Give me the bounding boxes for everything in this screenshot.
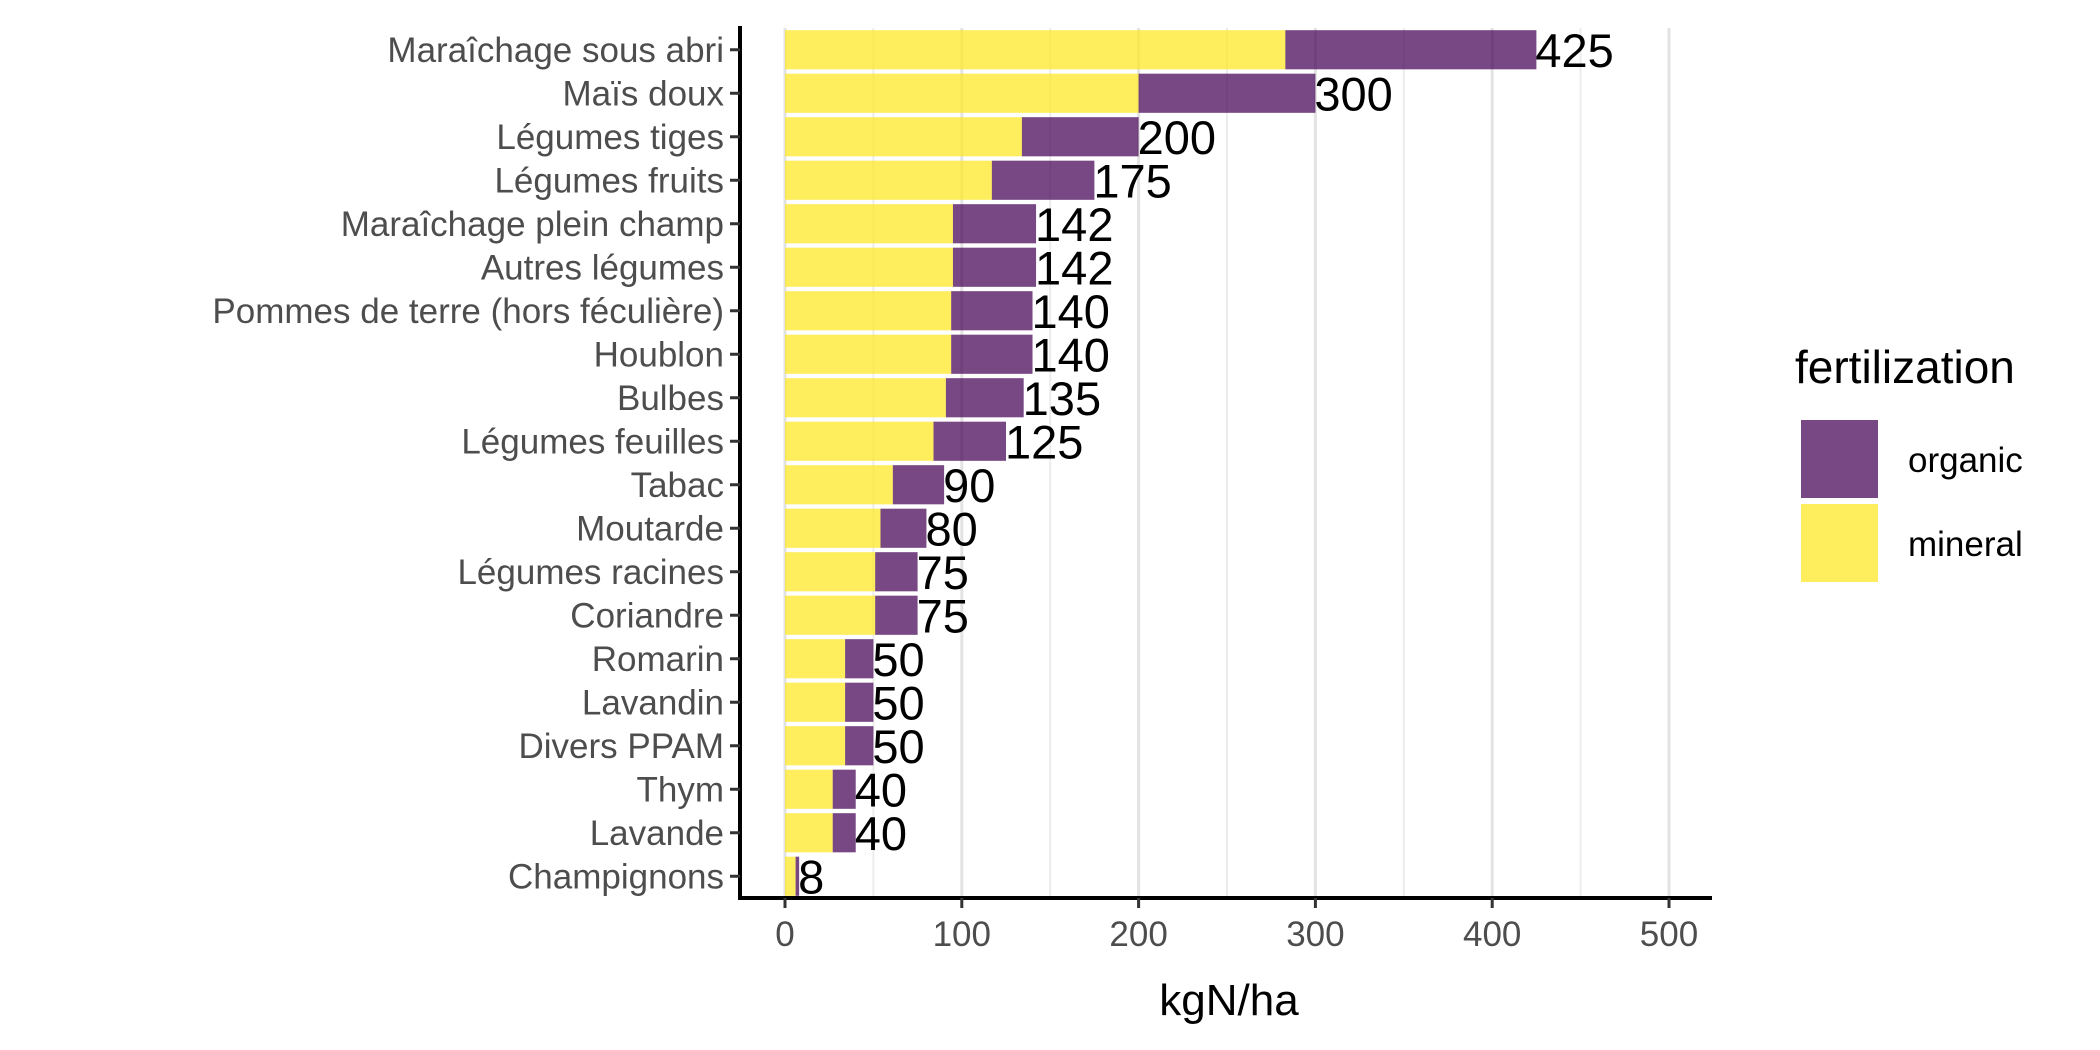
data-label: 75 bbox=[917, 589, 969, 642]
y-tick-label: Thym bbox=[637, 770, 725, 809]
data-label: 175 bbox=[1093, 154, 1171, 207]
data-label: 8 bbox=[798, 850, 824, 903]
data-labels: 4253002001751421421401401351259080757550… bbox=[798, 24, 1614, 904]
data-label: 125 bbox=[1005, 415, 1083, 468]
data-label: 40 bbox=[855, 763, 907, 816]
bar-mineral bbox=[785, 726, 846, 766]
data-label: 200 bbox=[1138, 111, 1216, 164]
data-label: 142 bbox=[1035, 198, 1113, 251]
bar-organic bbox=[875, 552, 918, 592]
data-label: 142 bbox=[1035, 241, 1113, 294]
y-tick-label: Légumes feuilles bbox=[461, 422, 724, 461]
data-label: 50 bbox=[872, 633, 924, 686]
bar-mineral bbox=[785, 421, 934, 461]
x-tick-label: 500 bbox=[1640, 915, 1698, 954]
bar-mineral bbox=[785, 465, 893, 505]
bar-organic bbox=[845, 682, 874, 722]
legend-key-organic bbox=[1801, 420, 1878, 498]
y-tick-label: Houblon bbox=[594, 335, 724, 374]
bar-organic bbox=[951, 291, 1033, 331]
x-tick-labels: 0 100 200 300 400 500 bbox=[775, 898, 1698, 954]
bar-organic bbox=[880, 508, 927, 548]
y-tick-label: Tabac bbox=[631, 466, 724, 505]
data-label: 140 bbox=[1032, 285, 1110, 338]
data-label: 140 bbox=[1032, 328, 1110, 381]
y-tick-label: Autres légumes bbox=[481, 248, 724, 287]
y-tick-label: Maraîchage plein champ bbox=[341, 205, 724, 244]
y-tick-label: Légumes tiges bbox=[496, 118, 724, 157]
bar-organic bbox=[1138, 73, 1316, 113]
y-tick-label: Maïs doux bbox=[563, 74, 725, 113]
x-tick-label: 200 bbox=[1109, 915, 1167, 954]
y-tick-label: Romarin bbox=[592, 640, 724, 679]
y-tick-label: Divers PPAM bbox=[519, 727, 725, 766]
y-tick-label: Légumes racines bbox=[457, 553, 724, 592]
bar-mineral bbox=[785, 552, 876, 592]
bar-mineral bbox=[785, 508, 881, 548]
bar-organic bbox=[832, 813, 856, 853]
x-axis-title: kgN/ha bbox=[1159, 976, 1299, 1025]
bar-mineral bbox=[785, 204, 953, 244]
bar-organic bbox=[951, 334, 1033, 374]
bar-mineral bbox=[785, 682, 846, 722]
y-tick-label: Lavandin bbox=[582, 683, 724, 722]
legend-label-mineral: mineral bbox=[1908, 525, 2023, 564]
bar-mineral bbox=[785, 291, 952, 331]
bar-organic bbox=[945, 378, 1024, 418]
y-tick-label: Moutarde bbox=[576, 509, 724, 548]
legend-title: fertilization bbox=[1795, 341, 2015, 393]
bar-mineral bbox=[785, 813, 833, 853]
data-label: 425 bbox=[1535, 24, 1613, 77]
bar-mineral bbox=[785, 30, 1286, 70]
legend-key-mineral bbox=[1801, 504, 1878, 582]
bar-mineral bbox=[785, 378, 946, 418]
bar-mineral bbox=[785, 595, 876, 635]
y-tick-label: Maraîchage sous abri bbox=[387, 31, 724, 70]
data-label: 50 bbox=[872, 676, 924, 729]
legend: fertilization organic mineral bbox=[1795, 341, 2023, 582]
bar-mineral bbox=[785, 334, 952, 374]
x-tick-label: 400 bbox=[1463, 915, 1521, 954]
bar-mineral bbox=[785, 117, 1022, 157]
bar-organic bbox=[845, 639, 874, 679]
bar-organic bbox=[952, 247, 1037, 287]
bar-organic bbox=[845, 726, 874, 766]
bar-organic bbox=[875, 595, 918, 635]
y-tick-label: Légumes fruits bbox=[494, 161, 724, 200]
bar-organic bbox=[832, 769, 856, 809]
y-tick-label: Lavande bbox=[590, 814, 724, 853]
bar-organic bbox=[1285, 30, 1537, 70]
bar-organic bbox=[933, 421, 1006, 461]
bar-mineral bbox=[785, 73, 1139, 113]
y-tick-label: Bulbes bbox=[617, 379, 724, 418]
data-label: 300 bbox=[1314, 67, 1392, 120]
y-tick-label: Coriandre bbox=[570, 596, 724, 635]
bar-mineral bbox=[785, 856, 796, 896]
x-tick-label: 100 bbox=[933, 915, 991, 954]
bars bbox=[785, 30, 1537, 896]
legend-label-organic: organic bbox=[1908, 441, 2023, 480]
data-label: 50 bbox=[872, 720, 924, 773]
bar-organic bbox=[892, 465, 945, 505]
bar-mineral bbox=[785, 160, 992, 200]
axes bbox=[738, 26, 1712, 900]
bar-organic bbox=[991, 160, 1095, 200]
data-label: 90 bbox=[943, 459, 995, 512]
data-label: 75 bbox=[917, 546, 969, 599]
bar-mineral bbox=[785, 247, 953, 287]
bar-organic bbox=[795, 856, 800, 896]
bar-organic bbox=[952, 204, 1037, 244]
data-label: 135 bbox=[1023, 372, 1101, 425]
x-tick-label: 0 bbox=[775, 915, 794, 954]
y-tick-label: Champignons bbox=[508, 857, 724, 896]
y-tick-label: Pommes de terre (hors féculière) bbox=[212, 292, 724, 331]
data-label: 40 bbox=[855, 807, 907, 860]
bar-organic bbox=[1021, 117, 1139, 157]
data-label: 80 bbox=[925, 502, 977, 555]
bar-mineral bbox=[785, 769, 833, 809]
bar-mineral bbox=[785, 639, 846, 679]
x-tick-label: 300 bbox=[1286, 915, 1344, 954]
y-tick-labels: Maraîchage sous abri Maïs doux Légumes tig… bbox=[212, 31, 740, 896]
